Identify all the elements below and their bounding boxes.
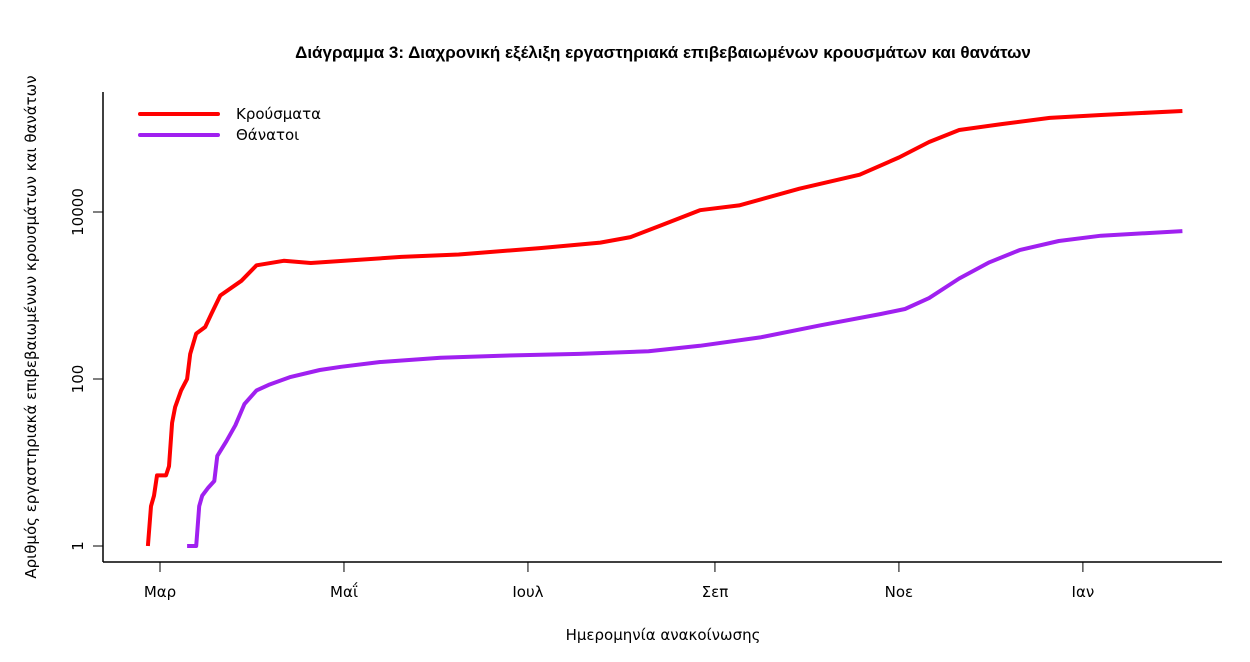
x-tick-label: Μαρ xyxy=(144,583,176,601)
x-tick-label: Ιαν xyxy=(1072,583,1095,601)
chart-title: Διάγραμμα 3: Διαχρονική εξέλιξη εργαστηρ… xyxy=(295,43,1031,62)
x-tick-label: Νοε xyxy=(885,583,914,601)
y-axis-label: Αριθμός εργαστηριακά επιβεβαιωμένων κρου… xyxy=(22,75,40,578)
y-tick-label: 1 xyxy=(69,541,87,551)
x-axis-label: Ημερομηνία ανακοίνωσης xyxy=(566,626,761,644)
legend-label: Κρούσματα xyxy=(236,105,321,123)
legend-label: Θάνατοι xyxy=(236,126,299,144)
x-tick-label: Μαΐ xyxy=(330,581,358,601)
series-line-deaths xyxy=(187,229,1183,548)
x-tick-label: Σεπ xyxy=(702,583,729,601)
series-line-cases xyxy=(145,109,1183,547)
x-tick-label: Ιουλ xyxy=(512,583,543,601)
y-tick-label: 10000 xyxy=(69,188,87,236)
y-tick-label: 100 xyxy=(69,365,87,394)
